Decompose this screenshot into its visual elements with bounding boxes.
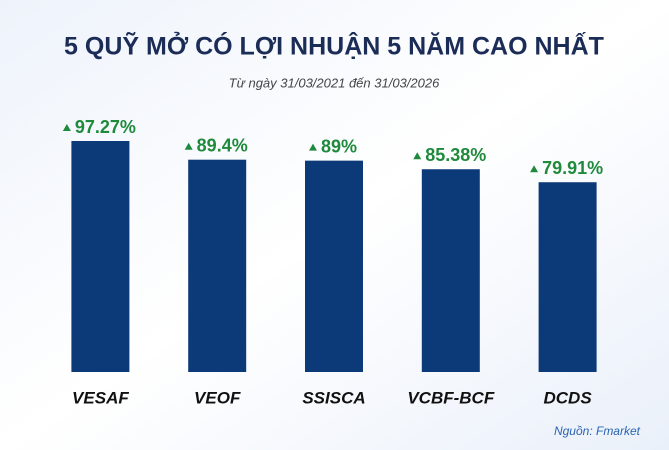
x-tick-label: VEOF (194, 388, 241, 407)
x-tick-label: VESAF (72, 388, 129, 407)
x-tick-label: SSISCA (302, 388, 365, 407)
up-arrow (62, 124, 71, 131)
value-label: 85.38% (425, 145, 486, 165)
chart-title: 5 QUỸ MỞ CÓ LỢI NHUẬN 5 NĂM CAO NHẤT (64, 31, 604, 61)
bar (538, 182, 597, 372)
up-arrow (308, 143, 317, 151)
value-label: 79.91% (542, 158, 603, 178)
x-tick-label: VCBF-BCF (407, 388, 494, 407)
up-arrow (413, 152, 422, 160)
bar (188, 159, 247, 372)
bar (421, 169, 480, 372)
up-arrow (184, 142, 193, 150)
up-arrow (530, 165, 539, 173)
bar (71, 141, 130, 372)
value-label: 97.27% (75, 117, 136, 137)
source: Nguồn: Fmarket (554, 424, 641, 438)
x-tick-label: DCDS (544, 388, 593, 407)
value-label: 89% (321, 136, 357, 156)
bar (305, 160, 363, 372)
value-label: 89.4% (197, 135, 248, 155)
chart-subtitle: Từ ngày 31/03/2021 đến 31/03/2026 (229, 75, 440, 90)
